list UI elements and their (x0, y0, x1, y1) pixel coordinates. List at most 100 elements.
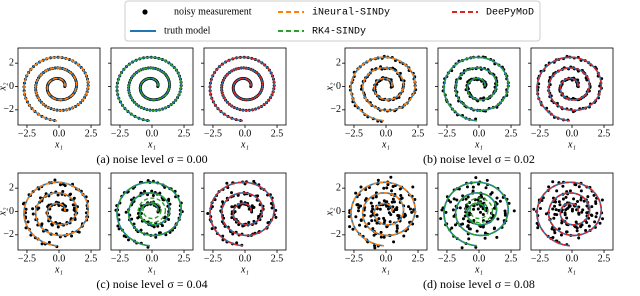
noisy-point (552, 228, 556, 232)
noisy-point (590, 205, 594, 209)
x-tick-label: −2.5 (438, 128, 456, 139)
noisy-point (388, 220, 392, 224)
noisy-point (72, 206, 76, 210)
noisy-point (367, 186, 371, 190)
noisy-point (557, 227, 561, 231)
noisy-point (577, 211, 581, 215)
noisy-point (70, 234, 74, 238)
noisy-point (382, 199, 386, 203)
model-curve (209, 181, 275, 247)
noisy-point (408, 207, 412, 211)
panel-caption: (d) noise level σ = 0.08 (423, 277, 535, 291)
noisy-point (568, 189, 572, 193)
noisy-point (594, 200, 598, 204)
noisy-point (354, 191, 358, 195)
y-tick-label: −2 (330, 229, 341, 240)
noisy-point (577, 236, 581, 240)
plot (22, 55, 90, 123)
noisy-point (231, 232, 235, 236)
noisy-point (507, 201, 511, 205)
noisy-point (378, 207, 382, 211)
legend-label: truth model (164, 25, 211, 36)
y-tick-label: 0 (9, 206, 14, 217)
noisy-point (146, 178, 150, 182)
noisy-point (237, 223, 241, 227)
noisy-point (466, 195, 470, 199)
noisy-point (274, 215, 278, 219)
legend-marker (142, 9, 148, 15)
plot (115, 55, 183, 123)
x-axis-label: x₁ (54, 139, 63, 150)
noisy-point (600, 198, 604, 202)
noisy-point (385, 186, 389, 190)
model-deviation (464, 197, 494, 224)
noisy-point (164, 233, 168, 237)
x-tick-label: −2.5 (531, 253, 549, 264)
noisy-point (576, 200, 580, 204)
noisy-point (493, 226, 497, 230)
noisy-point (206, 212, 210, 216)
noisy-point (26, 220, 30, 224)
noisy-point (595, 211, 599, 215)
noisy-point (126, 238, 130, 242)
x-axis-label: x₁ (474, 264, 483, 275)
noisy-point (40, 242, 44, 246)
noisy-point (389, 175, 393, 179)
noisy-point (461, 194, 465, 198)
noisy-point (257, 214, 261, 218)
noisy-point (403, 212, 407, 216)
x-tick-label: 0.0 (239, 253, 252, 264)
noisy-point (69, 192, 73, 196)
y-tick-label: 2 (9, 57, 14, 68)
noisy-point (77, 230, 81, 234)
x-tick-label: 2.5 (598, 128, 611, 139)
noisy-point (411, 185, 415, 189)
noisy-point (375, 221, 379, 225)
noisy-point (579, 198, 583, 202)
plot (206, 179, 278, 247)
plot (532, 180, 605, 247)
noisy-point (150, 189, 154, 193)
noisy-point (598, 221, 602, 225)
noisy-point (370, 219, 374, 223)
noisy-point (479, 204, 483, 208)
noisy-point (154, 235, 158, 239)
noisy-point (56, 193, 60, 197)
noisy-point (395, 229, 399, 233)
plot (208, 55, 276, 123)
noisy-point (230, 191, 234, 195)
noisy-point (158, 231, 162, 235)
noisy-point (151, 194, 155, 198)
noisy-point (481, 212, 485, 216)
noisy-point (410, 210, 414, 214)
noisy-point (450, 226, 454, 230)
noisy-point (458, 206, 462, 210)
noisy-point (348, 225, 352, 229)
noisy-point (550, 227, 554, 231)
x-tick-label: −2.5 (438, 253, 456, 264)
y-tick-label: −2 (3, 104, 14, 115)
noisy-point (554, 200, 558, 204)
noisy-point (167, 197, 171, 201)
x-tick-label: 2.5 (178, 253, 191, 264)
noisy-point (581, 208, 585, 212)
noisy-point (50, 222, 54, 226)
model-curve (443, 56, 509, 122)
noisy-point (567, 204, 571, 208)
noisy-point (351, 227, 355, 231)
y-tick-label: 2 (9, 182, 14, 193)
noisy-point (474, 176, 478, 180)
noisy-point (498, 199, 502, 203)
model-curve (23, 181, 89, 247)
noisy-point (455, 198, 459, 202)
noisy-point (575, 229, 579, 233)
noisy-point (44, 192, 48, 196)
noisy-point (377, 217, 381, 221)
x-tick-label: 2.5 (271, 253, 284, 264)
noisy-point (551, 207, 555, 211)
x-tick-label: 2.5 (505, 128, 518, 139)
panel-caption: (b) noise level σ = 0.02 (423, 152, 535, 166)
x-axis-label: x₁ (567, 264, 576, 275)
noisy-point (371, 207, 375, 211)
noisy-point (565, 216, 569, 220)
